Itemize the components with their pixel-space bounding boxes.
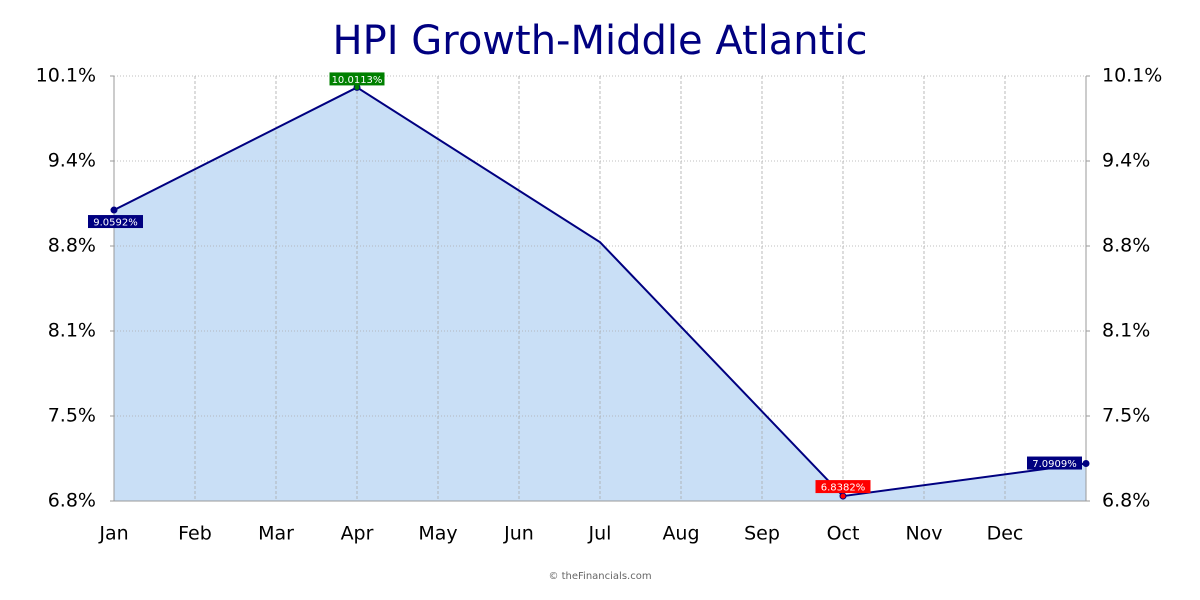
x-tick-label: Feb bbox=[178, 523, 212, 545]
x-tick-label: Sep bbox=[744, 523, 780, 545]
x-tick-label: Oct bbox=[827, 523, 860, 545]
x-tick-label: Jan bbox=[98, 523, 128, 545]
x-tick-label: Dec bbox=[987, 523, 1024, 545]
y-tick-label: 6.8% bbox=[48, 490, 96, 512]
point bbox=[839, 492, 847, 500]
x-tick-label: Apr bbox=[341, 523, 374, 545]
y2-tick-label: 10.1% bbox=[1102, 65, 1162, 87]
value-label-text: 7.0909% bbox=[1032, 459, 1077, 470]
value-label-bg bbox=[329, 72, 385, 86]
value-label-text: 6.8382% bbox=[821, 483, 866, 494]
y2-tick-label: 7.5% bbox=[1102, 405, 1150, 427]
y-tick-label: 8.8% bbox=[48, 235, 96, 257]
value-label: 7.0909% bbox=[1027, 456, 1082, 470]
footer: © theFinancials.com bbox=[548, 571, 651, 582]
chart-title: HPI Growth-Middle Atlantic bbox=[333, 18, 868, 64]
x-tick-label: Mar bbox=[258, 523, 294, 545]
point bbox=[1082, 460, 1090, 468]
y-tick-label: 8.1% bbox=[48, 320, 96, 342]
value-label-bg bbox=[88, 215, 143, 229]
x-tick-label: Jul bbox=[588, 523, 612, 545]
x-tick-label: May bbox=[418, 523, 457, 545]
value-label-bg bbox=[815, 480, 871, 494]
y2-tick-label: 6.8% bbox=[1102, 490, 1150, 512]
y-tick-label: 7.5% bbox=[48, 405, 96, 427]
y2-tick-label: 8.8% bbox=[1102, 235, 1150, 257]
x-tick-label: Nov bbox=[905, 523, 942, 545]
y2-tick-label: 8.1% bbox=[1102, 320, 1150, 342]
value-label: 10.0113% bbox=[329, 72, 385, 86]
y-tick-label: 9.4% bbox=[48, 150, 96, 172]
line bbox=[113, 86, 1087, 498]
value-label: 6.8382% bbox=[815, 480, 871, 494]
value-label-bg bbox=[1027, 456, 1082, 470]
value-label-text: 10.0113% bbox=[332, 75, 383, 86]
x-tick-label: Aug bbox=[662, 523, 699, 545]
value-label-text: 9.0592% bbox=[93, 218, 138, 229]
value-label: 9.0592% bbox=[88, 215, 143, 229]
y-tick-label: 10.1% bbox=[36, 65, 96, 87]
x-tick-label: Jun bbox=[503, 523, 534, 545]
y2-tick-label: 9.4% bbox=[1102, 150, 1150, 172]
point bbox=[110, 206, 118, 214]
